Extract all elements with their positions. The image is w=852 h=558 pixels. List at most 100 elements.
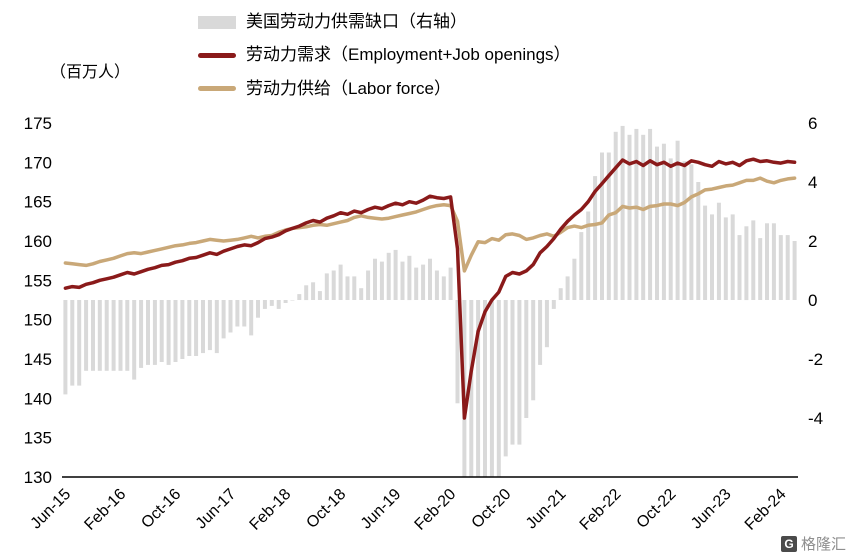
- left-axis-tick-label: 155: [24, 271, 52, 290]
- gap-bar: [366, 270, 371, 300]
- gap-bar: [187, 300, 192, 356]
- legend-item-supply: 劳动力供给（Labor force）: [198, 79, 571, 99]
- left-axis-tick-label: 165: [24, 193, 52, 212]
- gap-bar: [489, 300, 494, 477]
- gap-bar: [297, 294, 302, 300]
- right-axis-tick-label: 0: [808, 291, 817, 310]
- gap-bar: [125, 300, 130, 371]
- gap-bar: [551, 300, 556, 309]
- gap-bar: [730, 214, 735, 300]
- x-axis-tick-label: Oct-22: [634, 486, 680, 532]
- gap-bar: [393, 249, 398, 300]
- x-axis-tick-label: Jun-19: [358, 486, 405, 533]
- gap-bar: [214, 300, 219, 354]
- gap-bar: [166, 300, 171, 365]
- gap-bar: [276, 300, 281, 309]
- gap-bar: [668, 158, 673, 300]
- right-axis-tick-label: -4: [808, 409, 823, 428]
- gap-bar: [476, 300, 481, 477]
- gap-bar: [201, 300, 205, 354]
- legend-demand-line-swatch: [198, 53, 236, 59]
- gap-bar: [84, 300, 89, 371]
- gap-bar: [111, 300, 116, 371]
- gap-bar: [132, 300, 137, 380]
- gap-bar: [421, 264, 426, 300]
- gap-bar: [538, 300, 543, 365]
- gap-bar: [682, 161, 687, 300]
- legend-bar-swatch: [198, 15, 236, 29]
- x-axis-tick-label: Feb-24: [742, 486, 790, 534]
- x-axis-tick-label: Jun-23: [688, 486, 735, 533]
- gap-bar: [558, 288, 563, 300]
- gap-bar: [524, 300, 529, 418]
- gap-bar: [324, 273, 329, 300]
- gap-bar: [311, 282, 316, 300]
- left-axis-tick-label: 160: [24, 232, 52, 251]
- gap-bar: [428, 258, 432, 300]
- gap-bar: [503, 300, 508, 457]
- gap-bar: [593, 176, 598, 300]
- gap-bar: [661, 143, 666, 300]
- gap-bar: [386, 252, 391, 300]
- legend-label-gap: 美国劳动力供需缺口（右轴）: [246, 12, 467, 31]
- gap-bar: [469, 300, 474, 477]
- gap-bar: [207, 300, 212, 351]
- x-axis-tick-label: Feb-16: [81, 486, 129, 534]
- right-axis-tick-label: -2: [808, 350, 823, 369]
- legend-label-supply: 劳动力供给（Labor force）: [246, 78, 451, 98]
- gap-bar: [455, 300, 460, 404]
- gap-bar: [104, 300, 109, 371]
- gap-bar: [778, 235, 783, 300]
- left-axis-tick-label: 135: [24, 429, 52, 448]
- left-axis-tick-label: 170: [24, 153, 52, 172]
- gap-bar: [641, 134, 646, 300]
- gap-bar: [606, 152, 611, 300]
- gap-bar: [751, 220, 756, 300]
- legend-supply-line-swatch: [198, 86, 236, 92]
- gap-bar: [792, 241, 797, 300]
- gap-bar: [97, 300, 102, 371]
- gap-bar: [283, 300, 288, 303]
- gap-bar: [689, 164, 694, 300]
- gap-bar: [448, 267, 453, 300]
- x-axis-tick-label: Oct-16: [138, 486, 184, 532]
- gap-bar: [655, 146, 659, 300]
- gap-bar: [400, 261, 405, 300]
- left-axis-tick-label: 130: [24, 468, 52, 487]
- gap-bar: [345, 276, 350, 300]
- watermark: G 格隆汇: [780, 533, 846, 554]
- gap-bar: [304, 285, 309, 301]
- gap-bar: [579, 232, 584, 300]
- gap-bar: [441, 276, 446, 300]
- x-axis-tick-label: Feb-22: [577, 486, 625, 534]
- gap-bar: [152, 300, 157, 365]
- gap-bar: [483, 300, 487, 477]
- gap-bar: [173, 300, 178, 362]
- gap-bar: [613, 131, 618, 300]
- gap-bar: [696, 182, 701, 300]
- demand-line: [63, 157, 797, 420]
- gap-bar: [249, 300, 254, 336]
- gap-bar: [180, 300, 185, 359]
- gap-bar: [118, 300, 123, 371]
- gap-bar: [634, 128, 639, 300]
- legend-item-demand: 劳动力需求（Employment+Job openings）: [198, 45, 571, 65]
- gap-bar: [744, 226, 749, 301]
- gap-bar: [703, 205, 708, 300]
- gap-bar: [414, 267, 419, 300]
- gap-bar: [359, 288, 364, 300]
- gap-bar: [510, 300, 515, 445]
- x-axis-tick-label: Oct-18: [303, 486, 349, 532]
- gap-bar: [139, 300, 144, 368]
- x-axis-tick-label: Feb-20: [412, 486, 460, 534]
- gap-bar: [600, 152, 604, 300]
- gap-bar: [290, 300, 295, 301]
- right-axis-tick-label: 6: [808, 114, 817, 133]
- gap-bar: [496, 300, 501, 477]
- gap-bar: [373, 258, 377, 300]
- gap-bar: [572, 258, 577, 300]
- gap-bar: [771, 223, 776, 300]
- gap-bar: [517, 300, 522, 445]
